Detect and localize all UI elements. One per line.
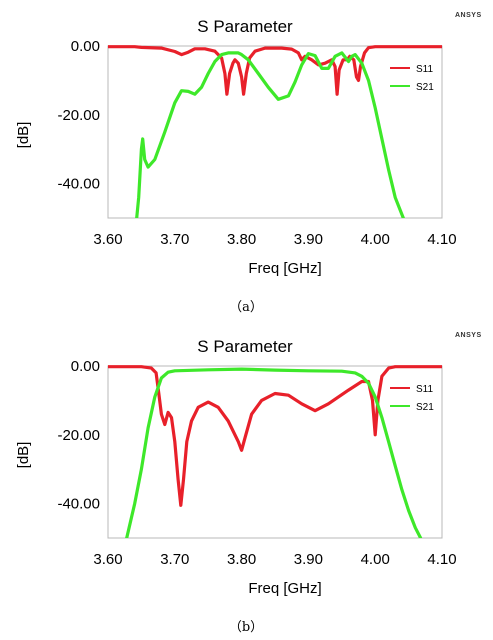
plot-frame (107, 45, 443, 219)
x-tick-label: 3.60 (93, 551, 122, 568)
x-tick-label: 3.70 (160, 231, 189, 248)
brand-label: ANSYS (455, 332, 482, 339)
x-axis-label: Freq [GHz] (248, 260, 321, 277)
legend-label-s21: S21 (416, 402, 434, 413)
legend-label-s21: S21 (416, 82, 434, 93)
plot-area: 3.60 3.70 3.80 3.90 4.00 4.10 0.00 -20.00 -40.00… (57, 38, 456, 248)
y-tick-label: -40.00 (57, 176, 100, 193)
y-axis-label: [dB] (15, 122, 32, 149)
chart-svg-a: S Parameter ANSYS [dB] Freq [GHz] （a） 3.… (15, 12, 482, 315)
x-tick-label: 3.70 (160, 551, 189, 568)
series-line-s11 (108, 45, 442, 96)
x-tick-label: 3.90 (294, 551, 323, 568)
chart-svg-b: S Parameter ANSYS [dB] Freq [GHz] （b） 3.… (15, 332, 482, 635)
x-tick-label: 4.10 (427, 551, 456, 568)
chart-panel-a: S Parameter ANSYS [dB] Freq [GHz] （a） 3.… (15, 12, 482, 315)
series-line-s21 (125, 367, 423, 538)
plot-frame (107, 365, 443, 539)
legend: S11 S21 (390, 64, 434, 93)
x-tick-label: 3.80 (227, 231, 256, 248)
y-axis-label: [dB] (15, 442, 32, 469)
x-tick-label: 3.90 (294, 231, 323, 248)
chart-title: S Parameter (197, 17, 293, 36)
y-tick-label: 0.00 (71, 358, 100, 375)
y-tick-label: -40.00 (57, 496, 100, 513)
x-axis-label: Freq [GHz] (248, 580, 321, 597)
y-tick-label: -20.00 (57, 427, 100, 444)
chart-title: S Parameter (197, 337, 293, 356)
legend-label-s11: S11 (416, 384, 433, 395)
x-tick-label: 4.00 (361, 551, 390, 568)
series-line-s11 (108, 365, 442, 507)
caption: （a） (229, 300, 263, 315)
x-tick-label: 3.60 (93, 231, 122, 248)
brand-label: ANSYS (455, 12, 482, 19)
legend-label-s11: S11 (416, 64, 433, 75)
y-tick-label: 0.00 (71, 38, 100, 55)
x-tick-label: 3.80 (227, 551, 256, 568)
caption: （b） (229, 620, 263, 635)
x-tick-label: 4.00 (361, 231, 390, 248)
series-line-s21 (135, 51, 405, 218)
legend: S11 S21 (390, 384, 434, 413)
plot-area: 3.60 3.70 3.80 3.90 4.00 4.10 0.00 -20.00 -40.00… (57, 358, 456, 568)
x-tick-label: 4.10 (427, 231, 456, 248)
chart-panel-b: S Parameter ANSYS [dB] Freq [GHz] （b） 3.… (0, 320, 493, 640)
y-tick-label: -20.00 (57, 107, 100, 124)
